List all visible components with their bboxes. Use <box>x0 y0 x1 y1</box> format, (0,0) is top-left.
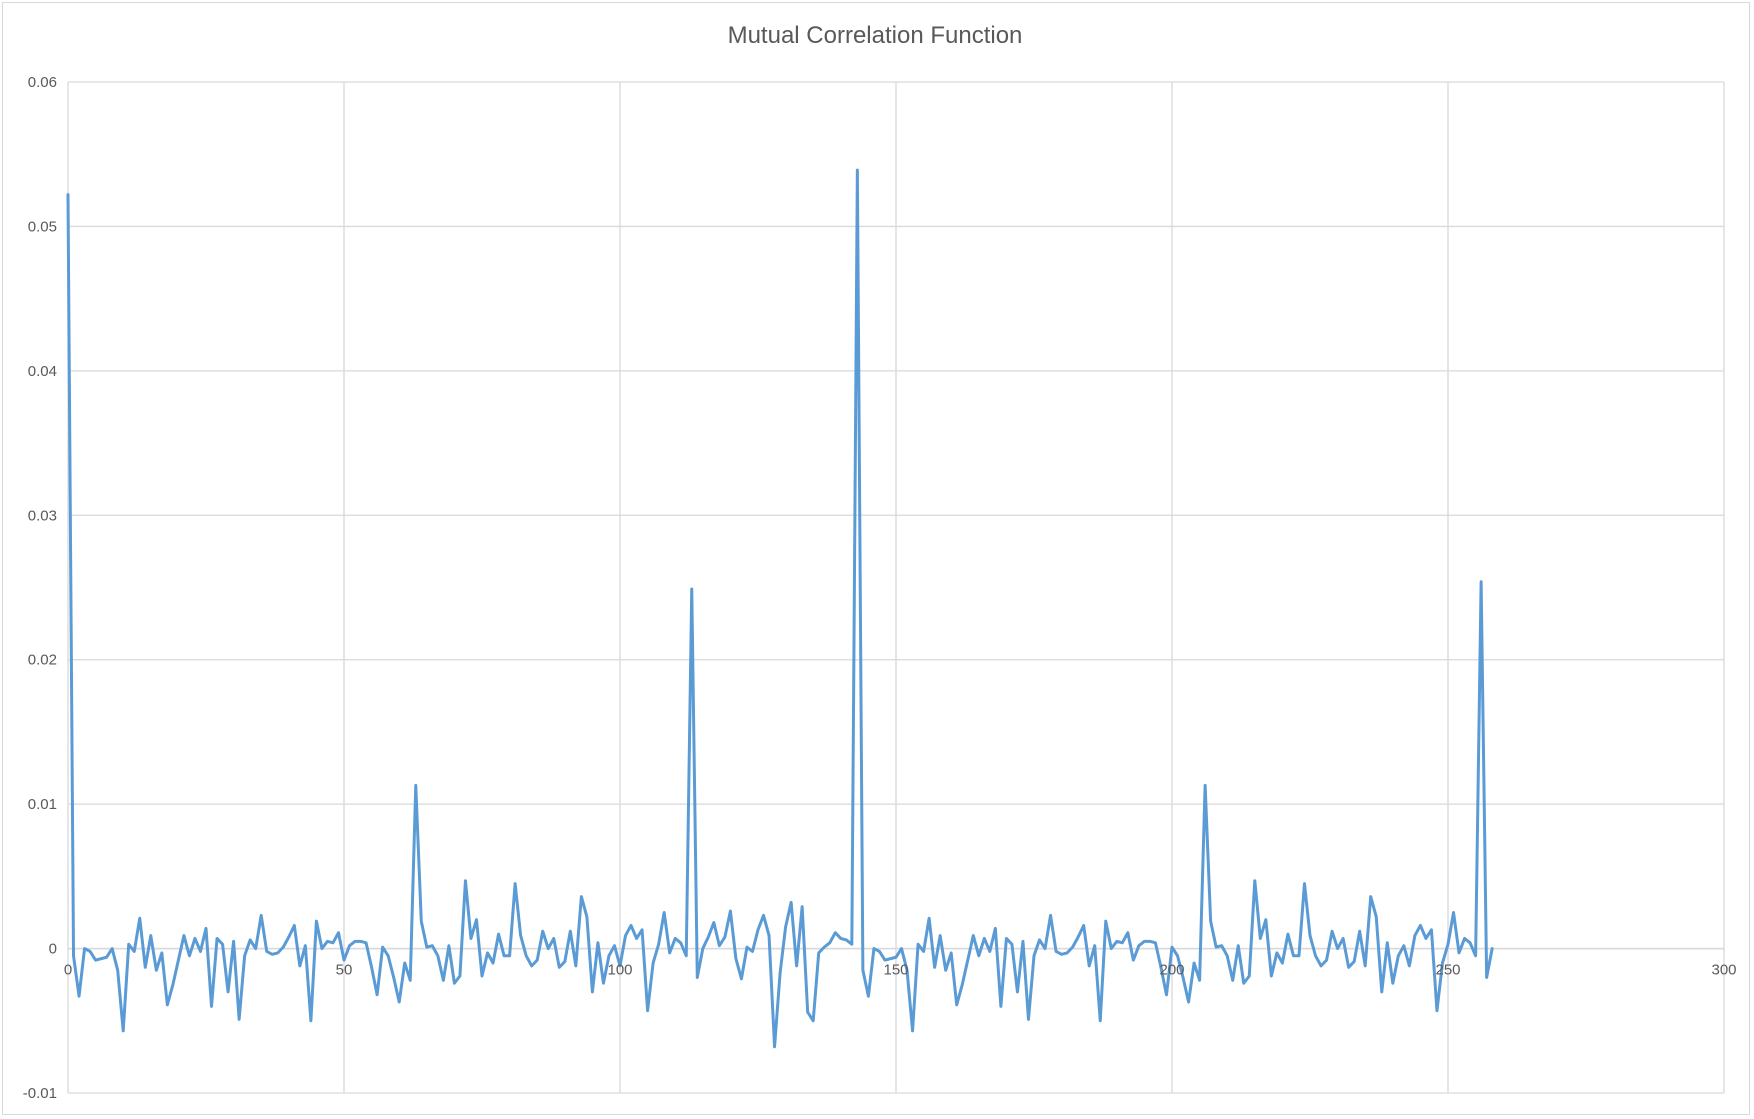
vertical-gridlines <box>67 82 1725 1093</box>
y-tick-label: 0 <box>49 941 57 958</box>
series-line <box>66 168 1494 1049</box>
x-tick-label: 0 <box>64 962 72 979</box>
x-axis-tick-labels: 0 50 100 150 200 250 300 <box>64 962 1737 979</box>
x-tick-label: 50 <box>336 962 353 979</box>
y-tick-label: 0.04 <box>28 363 57 380</box>
y-tick-label: 0.03 <box>28 507 57 524</box>
y-tick-label: 0.05 <box>28 218 57 235</box>
y-tick-label: 0.06 <box>28 74 57 91</box>
x-tick-label: 250 <box>1435 962 1460 979</box>
y-tick-label: 0.02 <box>28 652 57 669</box>
x-tick-label: 300 <box>1711 962 1736 979</box>
y-tick-label: -0.01 <box>23 1085 57 1102</box>
x-tick-label: 100 <box>607 962 632 979</box>
x-tick-label: 200 <box>1159 962 1184 979</box>
x-tick-label: 150 <box>883 962 908 979</box>
y-tick-label: 0.01 <box>28 796 57 813</box>
series-layer <box>66 168 1494 1049</box>
chart-title: Mutual Correlation Function <box>728 22 1023 49</box>
line-chart: -0.01 0 0.01 0.02 0.03 0.04 0.05 0.06 0 50 100 150… <box>23 22 1737 1102</box>
y-axis-tick-labels: -0.01 0 0.01 0.02 0.03 0.04 0.05 0.06 <box>23 74 57 1102</box>
